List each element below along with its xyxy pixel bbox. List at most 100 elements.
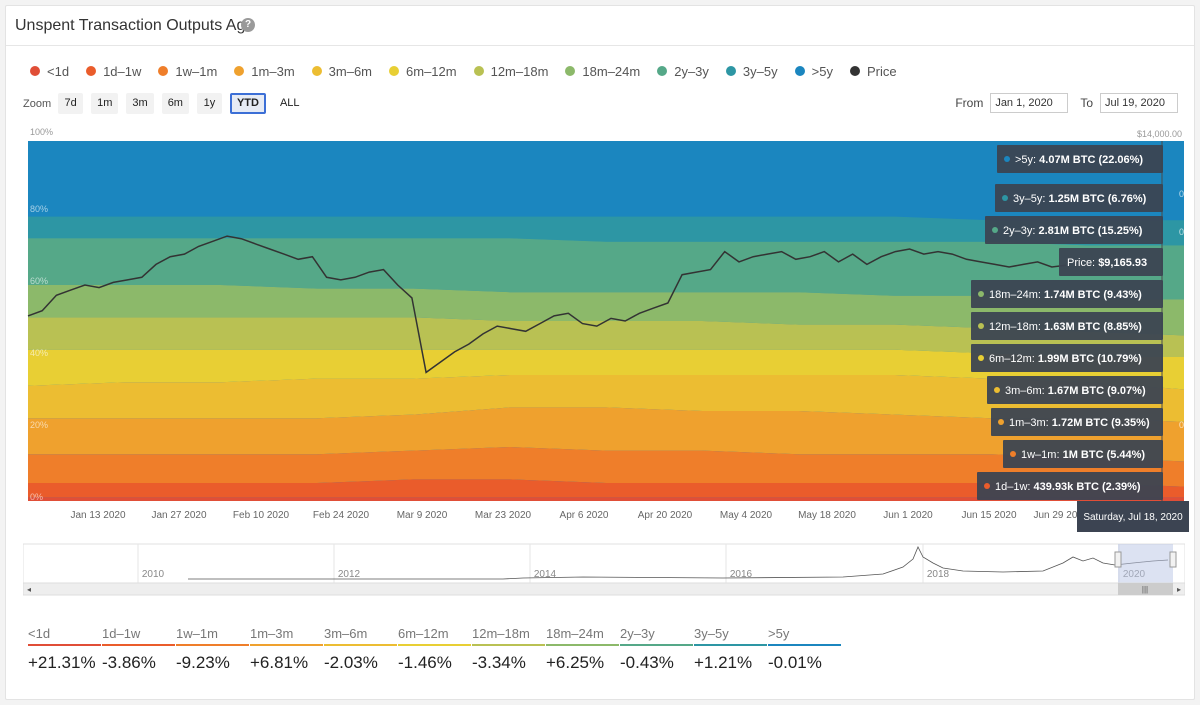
legend-item-price[interactable]: Price bbox=[849, 61, 897, 81]
tooltip-value: $9,165.93 bbox=[1098, 257, 1147, 269]
area-band-1d-1w[interactable] bbox=[28, 479, 1184, 498]
area-band-6m-12m[interactable] bbox=[28, 349, 1184, 390]
legend-item-1m-3m[interactable]: 1m–3m bbox=[234, 61, 295, 81]
legend-item-2y-3y[interactable]: 2y–3y bbox=[657, 61, 709, 81]
stat-label: 18m–24m bbox=[546, 626, 619, 646]
tooltip-label: 3m–6m: bbox=[1005, 385, 1048, 397]
question-circle-icon[interactable]: ? bbox=[241, 18, 255, 32]
tooltip-box bbox=[1003, 440, 1163, 468]
stat-label: 1w–1m bbox=[176, 626, 249, 646]
legend-item-12m-18m[interactable]: 12m–18m bbox=[473, 61, 548, 81]
tooltip-label: Price: bbox=[1067, 257, 1098, 269]
utxo-age-chart[interactable]: 0% 20% 40% 60% 80% 100% $14,000.00 Jan 13 2020 J… bbox=[6, 124, 1195, 534]
zoom-button-all[interactable]: ALL bbox=[279, 97, 300, 109]
price-line[interactable] bbox=[27, 235, 1067, 374]
tooltip-box bbox=[997, 145, 1163, 173]
legend-item-1d-1w[interactable]: 1d–1w bbox=[86, 61, 141, 81]
tooltip-text: 1w–1m: 1M BTC (5.44%) bbox=[1021, 449, 1145, 461]
tooltip-1m-3m: 1m–3m: 1.72M BTC (9.35%) bbox=[991, 408, 1163, 436]
card-header: Unspent Transaction Outputs Age ? bbox=[6, 6, 1194, 46]
tooltip-box bbox=[971, 344, 1163, 372]
navigator-right-handle[interactable] bbox=[1169, 551, 1177, 568]
area-band-12m-18m[interactable] bbox=[28, 317, 1184, 357]
tooltip-value: 1M BTC (5.44%) bbox=[1063, 449, 1146, 461]
y-left-tick: 60% bbox=[30, 276, 48, 286]
scroll-left-arrow-icon[interactable]: ◂ bbox=[27, 585, 31, 594]
area-band-18m-24m[interactable] bbox=[28, 285, 1184, 336]
stat-3m-6m: 3m–6m -2.03% bbox=[324, 626, 398, 673]
y-right-tick-fragment: 000 bbox=[1179, 189, 1194, 199]
utxo-age-card: Unspent Transaction Outputs Age ? <1d 1d–… bbox=[5, 5, 1195, 700]
stat-12m-18m: 12m–18m -3.34% bbox=[472, 626, 546, 673]
y-left-tick: 40% bbox=[30, 348, 48, 358]
legend-dot-icon bbox=[565, 66, 576, 76]
area-band-lt-1d[interactable] bbox=[28, 497, 1184, 501]
stat-label: 6m–12m bbox=[398, 626, 471, 646]
tooltip-label: 1m–3m: bbox=[1009, 417, 1052, 429]
x-tick-label: Jun 29 2020 bbox=[1033, 510, 1088, 521]
area-band-2y-3y[interactable] bbox=[28, 238, 1184, 300]
legend-item-1w-1m[interactable]: 1w–1m bbox=[158, 61, 217, 81]
y-right-tick: $14,000.00 bbox=[1137, 129, 1182, 139]
stat-value: +1.21% bbox=[694, 653, 753, 672]
scroll-right-arrow-icon[interactable]: ▸ bbox=[1177, 585, 1181, 594]
legend-item-gt-5y[interactable]: >5y bbox=[794, 61, 833, 81]
navigator-scroll-thumb[interactable] bbox=[1118, 583, 1173, 595]
zoom-button-3m[interactable]: 3m bbox=[126, 93, 154, 114]
legend-item-lt-1d[interactable]: <1d bbox=[30, 61, 69, 81]
legend-dot-icon bbox=[30, 66, 40, 76]
tooltip-label: 3y–5y: bbox=[1013, 193, 1048, 205]
tooltip-3y-5y: 3y–5y: 1.25M BTC (6.76%) bbox=[995, 184, 1163, 212]
date-range: From To bbox=[955, 93, 1178, 113]
navigator-scrollbar[interactable] bbox=[23, 582, 1185, 596]
stat-3y-5y: 3y–5y +1.21% bbox=[694, 626, 768, 673]
legend-item-6m-12m[interactable]: 6m–12m bbox=[389, 61, 457, 81]
legend-item-3m-6m[interactable]: 3m–6m bbox=[311, 61, 372, 81]
navigator-year-label: 2012 bbox=[338, 569, 361, 580]
from-date-input[interactable] bbox=[990, 93, 1069, 113]
legend-label: 6m–12m bbox=[406, 63, 457, 79]
tooltip-box bbox=[1059, 248, 1163, 276]
tooltip-text: 1m–3m: 1.72M BTC (9.35%) bbox=[1009, 417, 1150, 429]
navigator-selection[interactable] bbox=[1118, 544, 1173, 583]
x-tick-label: Jun 1 2020 bbox=[883, 510, 933, 521]
tooltip-value: 2.81M BTC (15.25%) bbox=[1038, 225, 1142, 237]
tooltip-value: 1.63M BTC (8.85%) bbox=[1044, 321, 1142, 333]
navigator-left-handle[interactable] bbox=[1114, 551, 1122, 568]
tooltip-value: 1.72M BTC (9.35%) bbox=[1052, 417, 1150, 429]
tooltip-label: 1w–1m: bbox=[1021, 449, 1063, 461]
tooltip-value: 1.67M BTC (9.07%) bbox=[1048, 385, 1146, 397]
zoom-button-1y[interactable]: 1y bbox=[196, 93, 222, 114]
stat-18m-24m: 18m–24m +6.25% bbox=[546, 626, 620, 673]
area-band-1m-3m[interactable] bbox=[28, 407, 1184, 462]
tooltip-dot-icon bbox=[1010, 451, 1016, 457]
tooltip-label: 6m–12m: bbox=[989, 353, 1038, 365]
tooltip-1w-1m: 1w–1m: 1M BTC (5.44%) bbox=[1003, 440, 1163, 468]
area-band-3m-6m[interactable] bbox=[28, 375, 1184, 422]
stat-label: <1d bbox=[28, 626, 101, 646]
tooltip-6m-12m: 6m–12m: 1.99M BTC (10.79%) bbox=[971, 344, 1163, 372]
tooltip-box bbox=[971, 312, 1163, 340]
stat-1d-1w: 1d–1w -3.86% bbox=[102, 626, 176, 673]
tooltip-3m-6m: 3m–6m: 1.67M BTC (9.07%) bbox=[987, 376, 1163, 404]
area-band-gt-5y[interactable] bbox=[28, 141, 1184, 221]
zoom-button-6m[interactable]: 6m bbox=[161, 93, 189, 114]
zoom-button-ytd[interactable]: YTD bbox=[229, 93, 266, 114]
tooltip-box bbox=[987, 376, 1163, 404]
stat-lt-1d: <1d +21.31% bbox=[28, 626, 102, 673]
zoom-button-7d[interactable]: 7d bbox=[58, 93, 84, 114]
navigator-year-label: 2016 bbox=[730, 569, 753, 580]
x-tick-label: Jan 27 2020 bbox=[151, 510, 206, 521]
tooltip-18m-24m: 18m–24m: 1.74M BTC (9.43%) bbox=[971, 280, 1163, 308]
area-band-1w-1m[interactable] bbox=[28, 447, 1184, 487]
legend-item-18m-24m[interactable]: 18m–24m bbox=[565, 61, 640, 81]
legend-item-3y-5y[interactable]: 3y–5y bbox=[725, 61, 778, 81]
navigator[interactable]: 201020122014201620182020|||◂▸ bbox=[23, 541, 1185, 601]
chart-title: Unspent Transaction Outputs Age bbox=[15, 17, 255, 34]
y-left-tick: 20% bbox=[30, 420, 48, 430]
to-date-input[interactable] bbox=[1100, 93, 1178, 113]
zoom-button-1m[interactable]: 1m bbox=[91, 93, 119, 114]
legend-label: 2y–3y bbox=[674, 63, 709, 79]
y-right-tick-fragment: 000 bbox=[1179, 227, 1194, 237]
y-right-tick-fragment: 00 bbox=[1184, 308, 1194, 318]
